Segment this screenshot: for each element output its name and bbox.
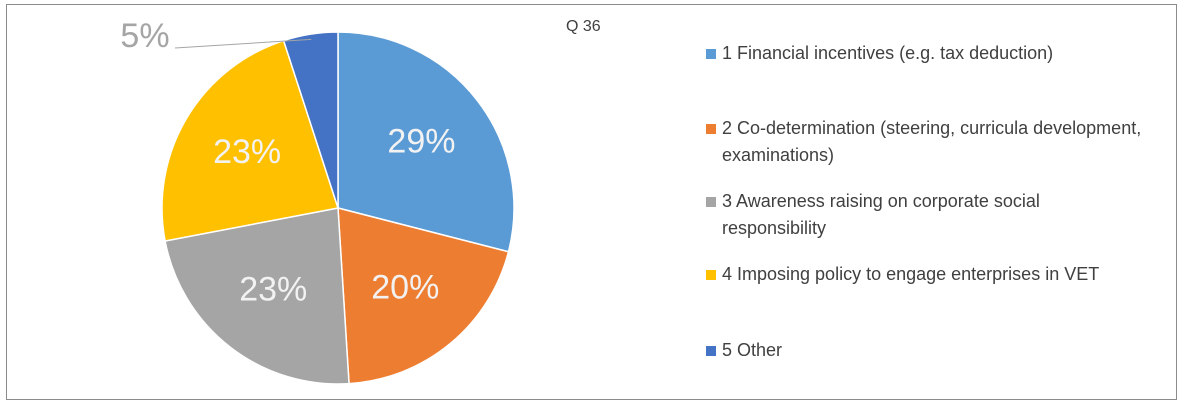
legend-item: 1 Financial incentives (e.g. tax deducti… <box>706 40 1053 67</box>
legend-swatch <box>706 346 716 356</box>
legend-label: 2 Co-determination (steering, curricula … <box>722 118 1142 165</box>
data-label: 23% <box>213 133 281 171</box>
data-label: 23% <box>239 270 307 308</box>
legend-swatch <box>706 197 716 207</box>
legend-swatch <box>706 270 716 280</box>
legend-item: 3 Awareness raising on corporate social … <box>706 188 1146 242</box>
legend-label: 3 Awareness raising on corporate social … <box>722 191 1040 238</box>
legend-item: 2 Co-determination (steering, curricula … <box>706 115 1146 169</box>
chart-title: Q 36 <box>566 18 601 35</box>
legend-swatch <box>706 49 716 59</box>
legend-item: 4 Imposing policy to engage enterprises … <box>706 261 1099 288</box>
frame <box>6 4 1177 400</box>
data-label: 29% <box>387 122 455 160</box>
pie-slice <box>337 207 510 385</box>
legend-label: 1 Financial incentives (e.g. tax deducti… <box>722 43 1054 63</box>
legend-label: 5 Other <box>722 340 783 360</box>
data-label: 20% <box>371 268 439 306</box>
pie-slice <box>282 31 339 209</box>
leader-line <box>174 38 312 49</box>
legend-label: 4 Imposing policy to engage enterprises … <box>722 264 1100 284</box>
legend-swatch <box>706 124 716 134</box>
legend-item: 5 Other <box>706 337 782 364</box>
pie-slice <box>161 39 339 242</box>
pie-slice <box>337 31 515 253</box>
data-label: 5% <box>120 17 169 55</box>
pie-slice <box>164 207 350 385</box>
